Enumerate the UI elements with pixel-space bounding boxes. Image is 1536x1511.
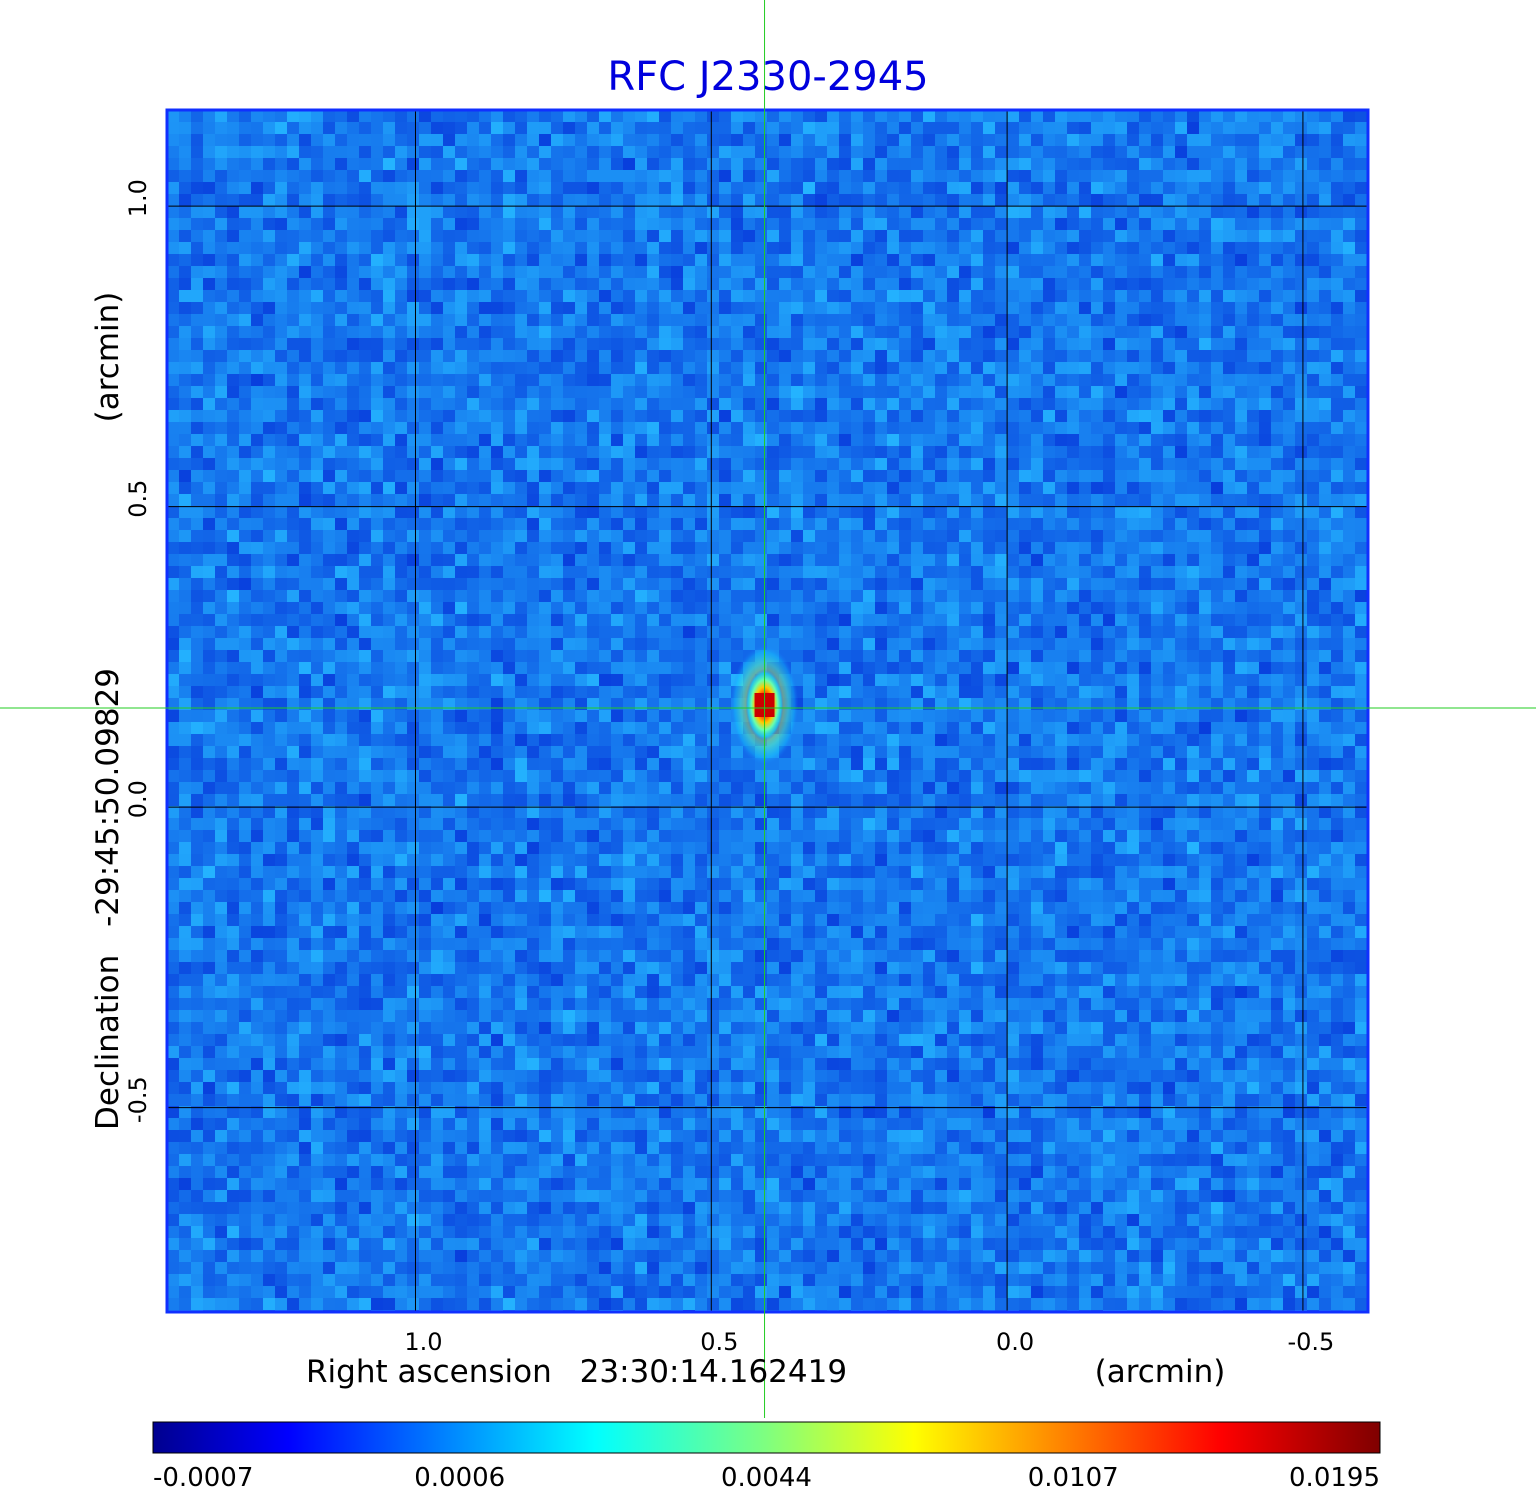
y-axis-ticks: 1.0 0.5 0.0 -0.5 <box>124 179 152 1123</box>
colorbar-tick-label: -0.0007 <box>153 1463 253 1493</box>
x-tick-label: 0.0 <box>996 1328 1034 1356</box>
x-axis-label-prefix: Right ascension <box>306 1354 552 1390</box>
x-axis-unit: (arcmin) <box>1095 1354 1226 1390</box>
colorbar-tick-label: 0.0044 <box>721 1463 812 1493</box>
x-axis-label: Right ascension 23:30:14.162419 <box>306 1354 847 1390</box>
chart-title: RFC J2330-2945 <box>607 54 928 100</box>
x-tick-label: 1.0 <box>404 1328 442 1356</box>
x-axis-label-center: 23:30:14.162419 <box>580 1354 847 1390</box>
x-tick-label: 0.5 <box>700 1328 738 1356</box>
y-axis-label-center: -29:45:50.09829 <box>90 668 126 927</box>
colorbar <box>152 1421 1381 1454</box>
y-axis-unit: (arcmin) <box>90 292 126 423</box>
y-tick-label: 1.0 <box>124 179 152 217</box>
y-tick-label: 0.5 <box>124 480 152 518</box>
plot-frame <box>165 108 1370 1314</box>
colorbar-tick-label: 0.0006 <box>414 1463 505 1493</box>
colorbar-ticks: -0.0007 0.0006 0.0044 0.0107 0.0195 <box>153 1463 1380 1493</box>
y-tick-label: 0.0 <box>124 780 152 818</box>
y-tick-label: -0.5 <box>124 1076 152 1123</box>
y-axis-label-prefix: Declination <box>90 955 126 1130</box>
x-tick-label: -0.5 <box>1288 1328 1335 1356</box>
crosshair <box>0 0 1536 1418</box>
colorbar-tick-label: 0.0195 <box>1289 1463 1380 1493</box>
x-axis-ticks: 1.0 0.5 0.0 -0.5 <box>404 1328 1334 1356</box>
y-axis-label: Declination -29:45:50.09829 <box>90 668 126 1130</box>
heatmap-image <box>168 110 1368 1312</box>
colorbar-tick-label: 0.0107 <box>1028 1463 1119 1493</box>
coordinate-grid <box>167 110 1368 1312</box>
